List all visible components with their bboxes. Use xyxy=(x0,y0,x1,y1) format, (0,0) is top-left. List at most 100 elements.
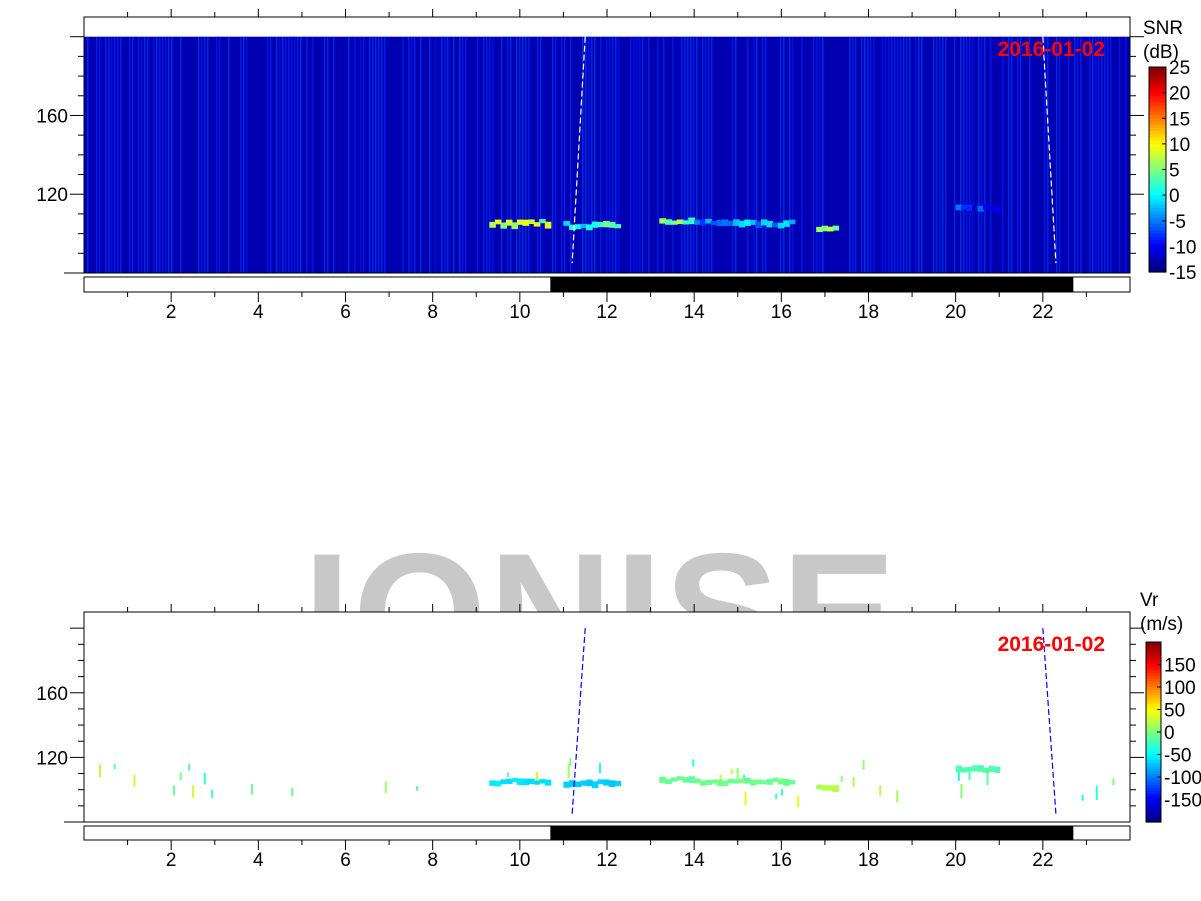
echo-cell xyxy=(988,765,995,772)
scatter-echo xyxy=(415,786,418,791)
noise-stripe xyxy=(165,36,167,273)
echo-cell xyxy=(528,778,535,785)
noise-stripe xyxy=(936,36,938,273)
colorbar-cell xyxy=(1149,156,1166,161)
noise-stripe xyxy=(756,36,758,273)
colorbar-cell xyxy=(1146,760,1161,764)
colorbar-cell xyxy=(1149,166,1166,171)
noise-stripe xyxy=(288,36,290,273)
noise-stripe xyxy=(945,36,947,273)
noise-stripe xyxy=(1080,36,1082,273)
x-tick-label: 22 xyxy=(1032,850,1053,871)
noise-stripe xyxy=(981,36,983,273)
noise-stripe xyxy=(207,36,209,273)
scatter-echo xyxy=(968,770,971,780)
colorbar-cell xyxy=(1146,681,1161,685)
noise-stripe xyxy=(201,36,203,273)
colorbar-cell xyxy=(1149,214,1166,219)
noise-stripe xyxy=(381,36,383,273)
colorbar-cell xyxy=(1149,131,1166,135)
colorbar-tick-label: 15 xyxy=(1169,109,1190,130)
noise-stripe xyxy=(402,36,404,273)
colorbar-cell xyxy=(1149,236,1166,241)
scatter-echo xyxy=(896,790,899,803)
noise-stripe xyxy=(519,36,521,273)
echo-cell xyxy=(744,219,751,226)
colorbar-cell xyxy=(1149,73,1166,78)
colorbar-cell xyxy=(1146,765,1161,770)
x-tick-label: 2 xyxy=(166,850,177,871)
noise-stripe xyxy=(153,36,155,273)
noise-stripe xyxy=(489,36,491,273)
colorbar-cell xyxy=(1146,698,1161,702)
noise-stripe xyxy=(447,36,449,273)
echo-cell xyxy=(694,219,701,225)
echo-cell xyxy=(772,222,779,228)
echo-cell xyxy=(738,220,746,228)
colorbar-cell xyxy=(1149,262,1166,267)
echo-cell xyxy=(988,205,995,210)
echo-cell xyxy=(522,219,530,226)
colorbar-tick-label: -15 xyxy=(1169,263,1196,284)
noise-stripe xyxy=(882,36,884,273)
colorbar-tick-label: 5 xyxy=(1169,161,1180,182)
noise-stripe xyxy=(813,36,815,273)
scatter-echo xyxy=(957,769,960,782)
noise-stripe xyxy=(219,36,221,273)
colorbar-cell xyxy=(1146,748,1161,753)
colorbar-cell xyxy=(1146,729,1161,733)
colorbar-cell xyxy=(1146,819,1161,823)
noise-stripe xyxy=(168,36,170,273)
x-tick-label: 20 xyxy=(945,302,966,323)
noise-stripe xyxy=(369,36,371,273)
noise-stripe xyxy=(522,36,524,273)
echo-cell xyxy=(569,224,576,231)
noise-stripe xyxy=(276,36,278,273)
noise-stripe xyxy=(1125,36,1127,273)
colorbar-cell xyxy=(1146,720,1161,725)
colorbar-cell xyxy=(1146,658,1161,663)
noise-stripe xyxy=(990,36,992,273)
noise-stripe xyxy=(897,36,899,273)
colorbar-cell xyxy=(1146,689,1161,694)
colorbar-tick-label: -150 xyxy=(1164,791,1201,812)
colorbar-tick-label: 150 xyxy=(1164,656,1196,677)
noise-stripe xyxy=(642,36,644,273)
noise-stripe xyxy=(99,36,101,273)
colorbar-cell xyxy=(1149,233,1166,238)
echo-cell xyxy=(993,766,1001,773)
colorbar-cell xyxy=(1149,89,1166,94)
echo-cell xyxy=(665,219,672,225)
noise-stripe xyxy=(204,36,206,273)
noise-stripe xyxy=(900,36,902,273)
noise-stripe xyxy=(144,36,146,273)
echo-cell xyxy=(494,219,502,225)
colorbar-cell xyxy=(1149,169,1166,174)
echo-cell xyxy=(705,779,712,785)
noise-stripe xyxy=(108,36,110,273)
echo-cell xyxy=(489,780,496,786)
echo-cell xyxy=(727,778,735,784)
echo-cell xyxy=(614,780,622,787)
noise-stripe xyxy=(1020,36,1022,273)
colorbar-cell xyxy=(1146,647,1161,652)
colorbar-cell xyxy=(1149,246,1166,251)
colorbar-cell xyxy=(1149,217,1166,222)
noise-stripe xyxy=(180,36,182,273)
echo-cell xyxy=(517,778,524,786)
echo-cell xyxy=(505,778,513,785)
echo-cell xyxy=(738,778,746,784)
noise-stripe xyxy=(588,36,590,273)
noise-stripe xyxy=(906,36,908,273)
noise-stripe xyxy=(444,36,446,273)
echo-cell xyxy=(977,205,984,212)
noise-stripe xyxy=(453,36,455,273)
colorbar-cell xyxy=(1146,740,1161,744)
noise-stripe xyxy=(612,36,614,273)
date-label: 2016-01-02 xyxy=(998,633,1105,656)
noise-stripe xyxy=(111,36,113,273)
x-tick-label: 4 xyxy=(253,302,264,323)
echo-cell xyxy=(982,767,990,773)
scatter-echo xyxy=(1081,794,1084,801)
colorbar-cell xyxy=(1146,779,1161,784)
